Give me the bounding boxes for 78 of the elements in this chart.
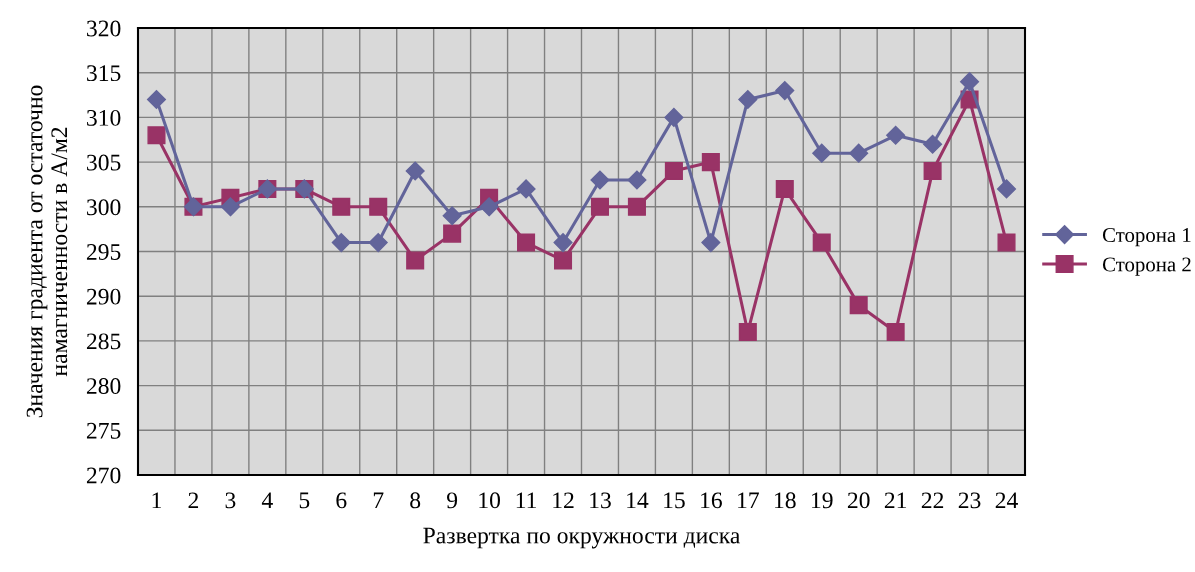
x-tick-label: 1 (152, 492, 161, 509)
legend-label: Сторона 1 (1102, 228, 1191, 247)
point (738, 322, 757, 341)
point (812, 233, 831, 252)
point (517, 233, 536, 252)
point (405, 161, 425, 181)
x-tick-label: 9 (447, 492, 458, 509)
point (627, 170, 647, 190)
y-axis-title: Значения градиента от остаточно намагниченности в А/м2 (26, 85, 68, 418)
y-tick-label: 315 (87, 65, 121, 82)
legend-label: Сторона 2 (1102, 257, 1191, 276)
x-axis-title: Развертка по окружности диска (423, 527, 741, 549)
point (701, 233, 721, 253)
x-tick-label: 4 (261, 492, 273, 509)
point (331, 233, 351, 253)
point (369, 197, 388, 216)
x-tick-label: 14 (627, 492, 649, 509)
y-tick-label: 310 (87, 109, 121, 126)
point (368, 233, 388, 253)
point (147, 126, 166, 145)
x-tick-label: 11 (516, 492, 537, 509)
point (443, 224, 462, 243)
point (146, 89, 167, 110)
x-tick-label: 12 (553, 492, 574, 509)
x-tick-label: 2 (188, 492, 199, 509)
y-tick-label: 275 (86, 422, 121, 439)
point (516, 179, 536, 199)
x-tick-label: 23 (958, 492, 981, 509)
x-tick-label: 13 (590, 492, 611, 509)
point (664, 107, 684, 127)
x-tick-label: 5 (299, 492, 310, 509)
x-tick-label: 21 (884, 492, 907, 509)
x-tick-label: 7 (373, 492, 384, 509)
point (886, 125, 906, 145)
x-tick-label: 20 (847, 492, 870, 509)
y-tick-label: 300 (87, 199, 121, 216)
point (849, 296, 868, 315)
point (812, 143, 832, 163)
point (406, 251, 425, 270)
y-tick-label: 290 (86, 288, 121, 305)
point (849, 143, 869, 163)
point (590, 170, 610, 190)
y-tick-label: 285 (86, 333, 121, 350)
x-tick-label: 16 (701, 492, 722, 509)
x-tick-label: 15 (664, 492, 685, 509)
x-tick-label: 3 (225, 492, 236, 509)
point (738, 89, 758, 110)
x-tick-label: 6 (336, 492, 347, 509)
point (590, 197, 610, 216)
x-tick-label: 10 (479, 492, 501, 509)
point (220, 197, 240, 217)
x-tick-label: 19 (812, 492, 833, 509)
point (775, 179, 794, 198)
y-tick-label: 295 (86, 244, 121, 260)
x-tick-label: 24 (995, 492, 1018, 509)
point (996, 179, 1017, 199)
point (479, 197, 499, 217)
point (553, 251, 573, 270)
x-tick-label: 18 (775, 492, 796, 509)
point (960, 72, 980, 92)
y-tick-label: 320 (87, 20, 121, 37)
y-tick-label: 270 (86, 467, 121, 484)
point (553, 233, 573, 253)
point (332, 197, 351, 216)
point (923, 162, 942, 181)
x-tick-label: 22 (921, 492, 944, 509)
point (701, 153, 720, 172)
point (664, 162, 683, 181)
point (442, 206, 462, 226)
y-tick-label: 305 (87, 154, 121, 171)
point (997, 233, 1016, 252)
x-tick-label: 17 (738, 492, 759, 509)
point (627, 197, 646, 216)
point (923, 134, 943, 154)
x-tick-label: 8 (410, 492, 421, 509)
y-tick-label: 280 (86, 378, 121, 395)
point (775, 81, 795, 101)
point (886, 322, 905, 341)
